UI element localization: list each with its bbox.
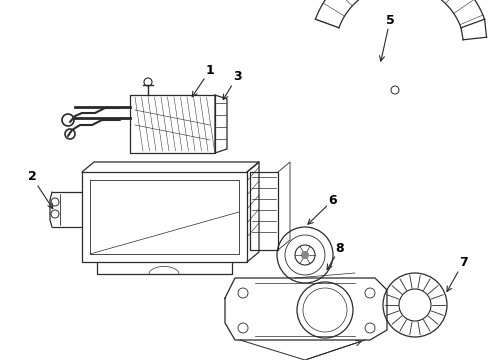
Text: 3: 3 <box>223 71 241 100</box>
Text: 7: 7 <box>447 256 467 292</box>
Text: 8: 8 <box>327 242 344 270</box>
Text: 2: 2 <box>27 171 53 209</box>
Text: 1: 1 <box>192 63 215 96</box>
Text: 5: 5 <box>380 13 394 61</box>
Text: 6: 6 <box>308 194 337 224</box>
Circle shape <box>301 251 309 259</box>
